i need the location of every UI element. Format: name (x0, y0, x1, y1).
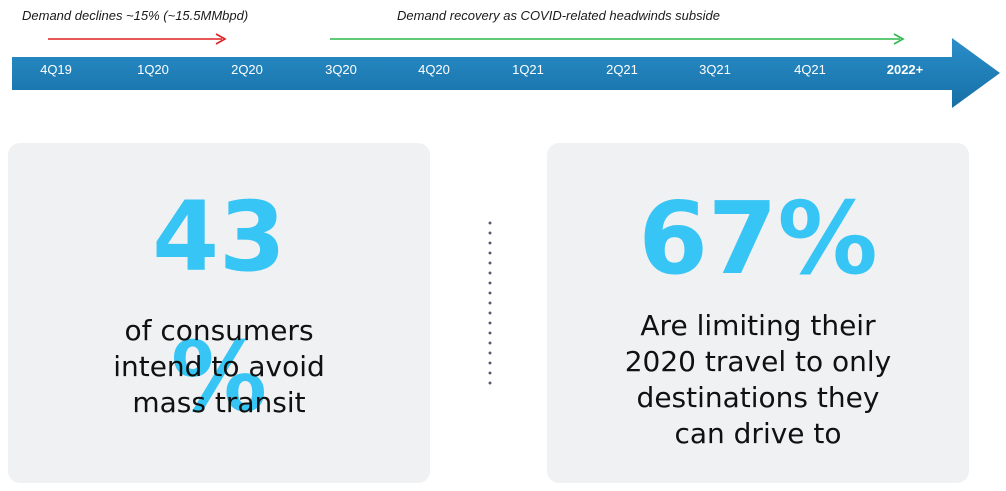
timeline-arrow-bar (12, 38, 1000, 108)
stat-description-line: intend to avoid (113, 350, 325, 383)
stat-card-transit: 43 % of consumers intend to avoid mass t… (8, 143, 430, 483)
recovery-arrow (330, 33, 905, 45)
stat-description: Are limiting their 2020 travel to only d… (547, 308, 969, 452)
stat-description-line: 2020 travel to only (624, 345, 892, 378)
decline-arrow (48, 33, 227, 45)
timeline-label: 1Q20 (137, 62, 169, 77)
timeline-label: 4Q21 (794, 62, 826, 77)
stat-description-line: Are limiting their (640, 309, 876, 342)
stat-percent-sign: % (170, 321, 268, 433)
timeline-label: 4Q20 (418, 62, 450, 77)
stat-card-travel: 67% Are limiting their 2020 travel to on… (547, 143, 969, 483)
timeline-label: 2Q21 (606, 62, 638, 77)
stat-description-line: can drive to (674, 417, 842, 450)
timeline-label: 3Q20 (325, 62, 357, 77)
timeline-label: 1Q21 (512, 62, 544, 77)
timeline-label: 4Q19 (40, 62, 72, 77)
stat-value: 43 (152, 181, 286, 293)
recovery-annotation: Demand recovery as COVID-related headwin… (397, 8, 720, 23)
timeline-graphic (12, 33, 1000, 108)
stat-value: 67% (638, 180, 878, 297)
dotted-divider (488, 218, 492, 386)
timeline-label-final: 2022+ (886, 62, 924, 77)
timeline-label: 3Q21 (699, 62, 731, 77)
stat-description-line: mass transit (132, 386, 306, 419)
decline-annotation: Demand declines ~15% (~15.5MMbpd) (22, 8, 249, 23)
stat-description-line: of consumers (124, 314, 314, 347)
stat-description: of consumers intend to avoid mass transi… (8, 313, 430, 421)
stat-description-line: destinations they (636, 381, 880, 414)
timeline-label: 2Q20 (231, 62, 263, 77)
timeline: Demand declines ~15% (~15.5MMbpd) Demand… (0, 0, 1006, 120)
